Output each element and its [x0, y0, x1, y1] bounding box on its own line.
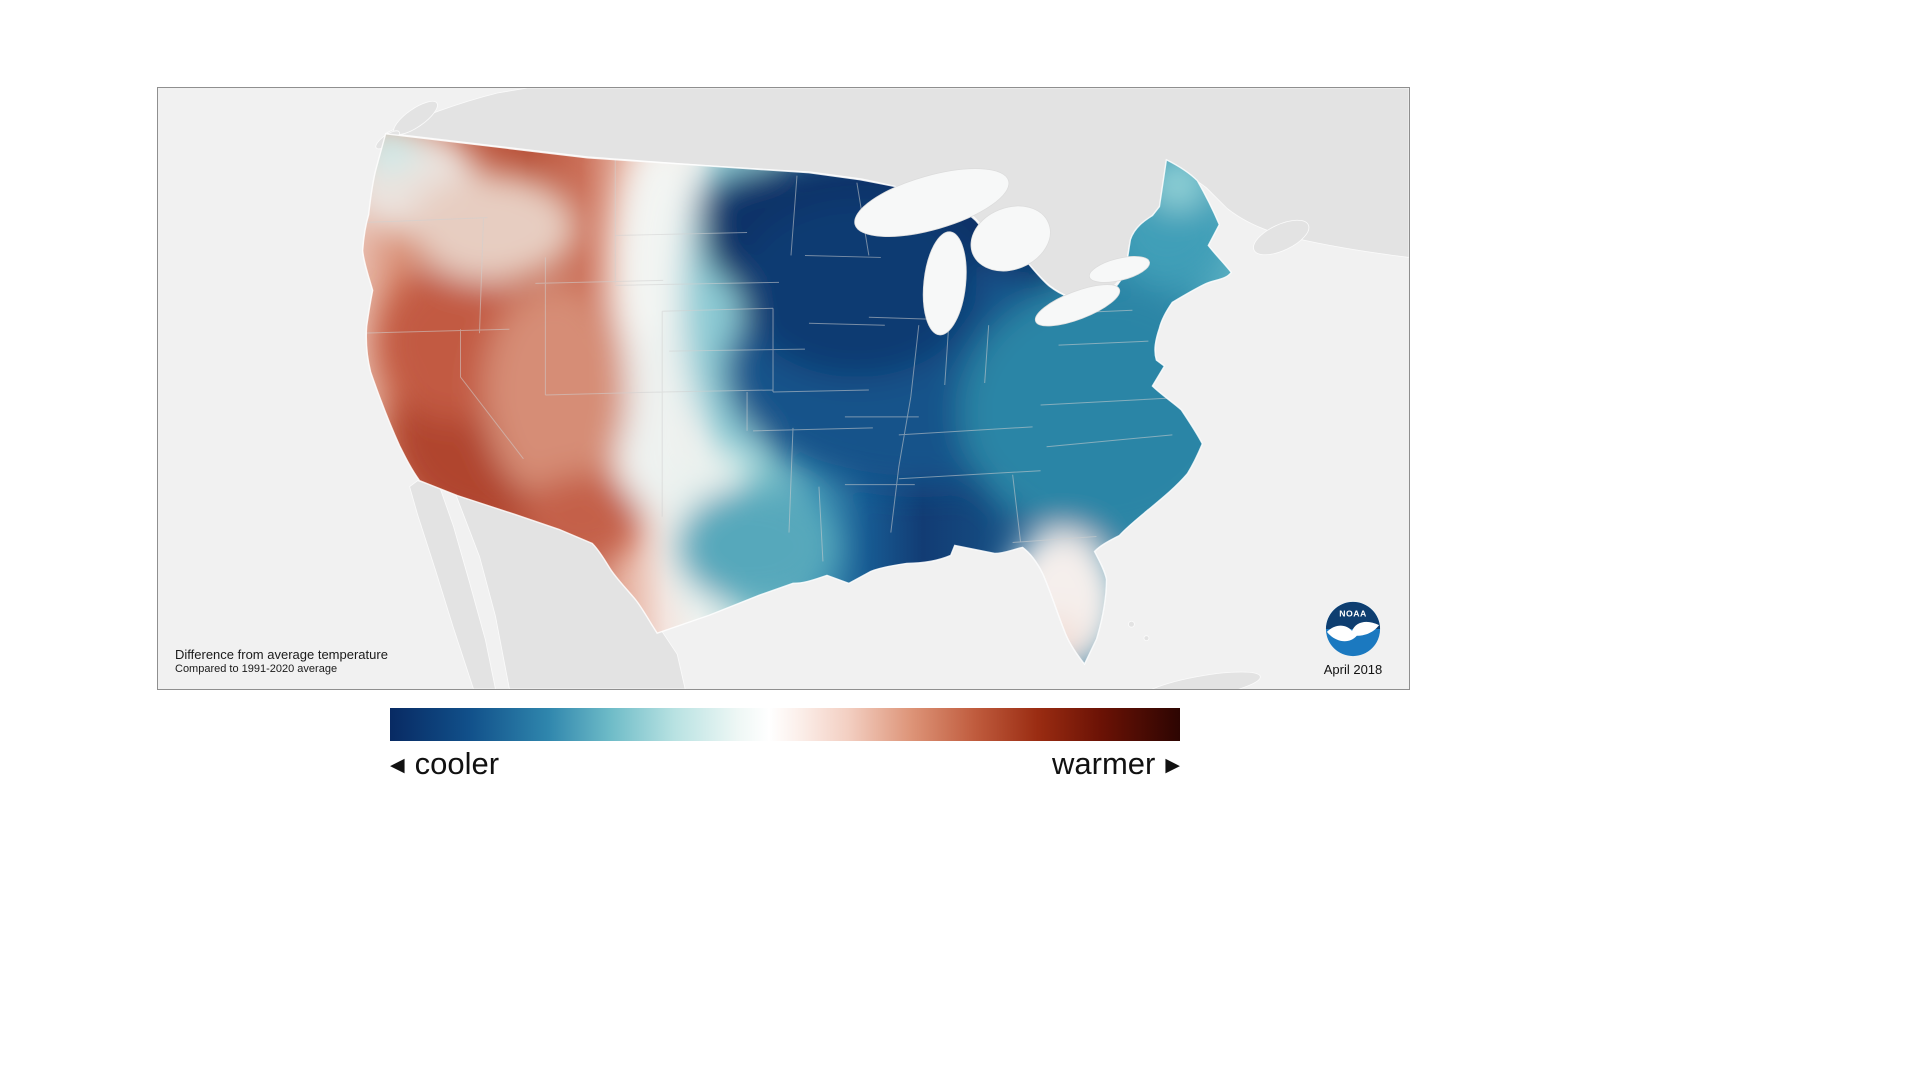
warmer-arrow-icon: ▶: [1165, 754, 1180, 776]
legend-warmer: warmer ▶: [1052, 746, 1180, 782]
noaa-logo-text: NOAA: [1339, 608, 1367, 618]
noaa-logo-block: NOAA April 2018: [1315, 600, 1391, 677]
date-label: April 2018: [1323, 662, 1383, 677]
lake-ontario: [1088, 256, 1150, 283]
cuba-landmass: [1141, 671, 1261, 689]
lake-huron: [970, 205, 1051, 272]
map-caption: Difference from average temperature Comp…: [175, 647, 388, 677]
bahamas-island: [1128, 620, 1135, 628]
bahamas-island-2: [1143, 635, 1150, 642]
lake-michigan: [922, 231, 967, 336]
noaa-bird-icon: [1326, 621, 1380, 642]
nova-scotia: [1253, 219, 1310, 256]
lake-erie: [1034, 284, 1121, 327]
cooler-label: cooler: [414, 746, 500, 781]
colorbar: [390, 708, 1180, 741]
caption-line2: Compared to 1991-2020 average: [175, 663, 338, 676]
legend-labels: ◀ cooler warmer ▶: [390, 742, 1180, 786]
cooler-arrow-icon: ◀: [390, 754, 405, 776]
noaa-logo: NOAA: [1325, 601, 1381, 657]
legend-cooler: ◀ cooler: [390, 746, 499, 782]
state-borders: [362, 159, 1191, 562]
us-temperature-map: [158, 88, 1409, 689]
warmer-label: warmer: [1052, 746, 1156, 781]
caption-line1: Difference from average temperature: [175, 647, 388, 662]
great-lakes: [854, 168, 1150, 336]
lake-superior: [854, 168, 1010, 237]
baja-peninsula: [409, 480, 496, 689]
map-panel: Difference from average temperature Comp…: [157, 87, 1410, 690]
